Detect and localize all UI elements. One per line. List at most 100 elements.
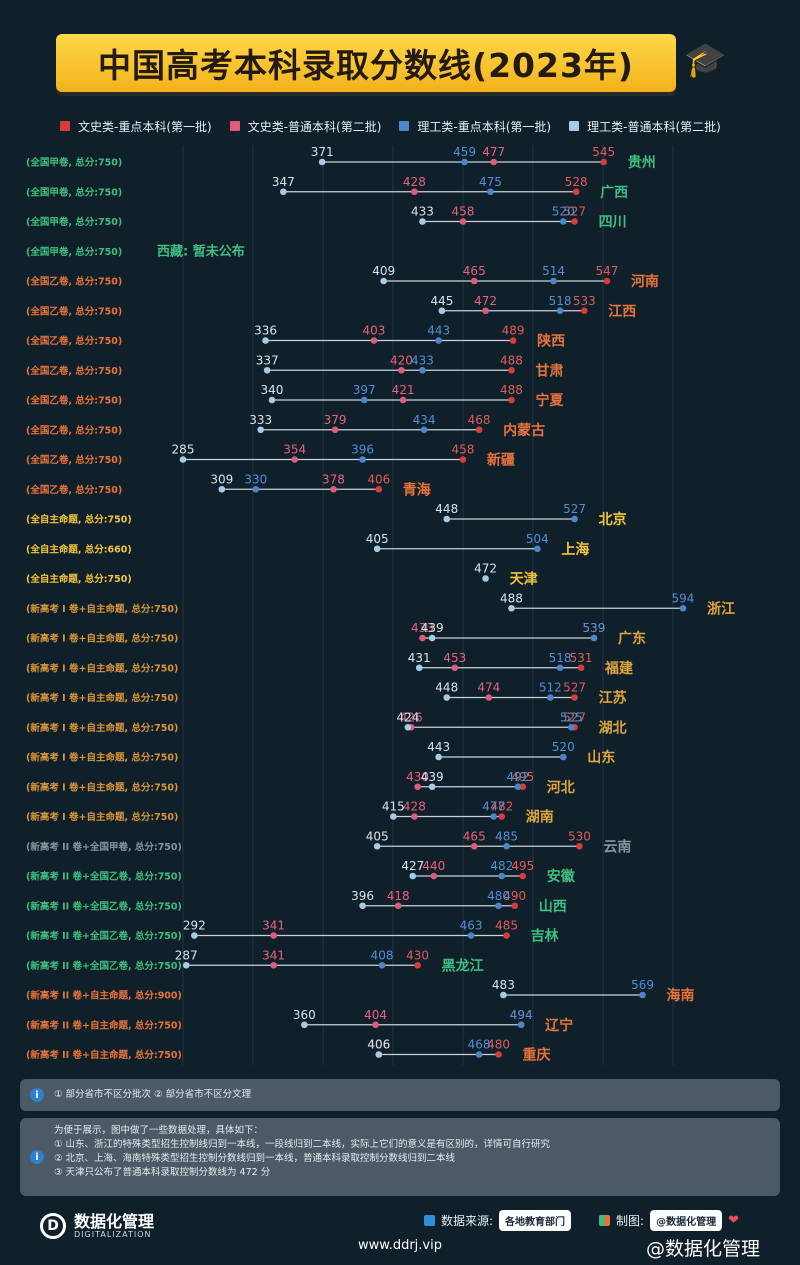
province-label: 上海 [561,541,589,558]
province-label: 新疆 [487,452,515,469]
province-label: 天津 [510,571,538,588]
value-label: 482 [490,800,513,814]
exam-type-label: (新高考 I 卷+自主命题, 总分:750) [26,692,178,704]
value-label: 443 [427,740,450,754]
chart-square-icon [599,1215,611,1226]
data-point [467,932,475,939]
data-point [519,783,527,791]
data-point [301,1021,308,1029]
legend: 文史类-重点本科(第一批) 文史类-普通本科(第二批) 理工类-重点本科(第一批) 理… [60,117,721,135]
value-label: 424 [396,710,419,724]
data-point [534,545,541,553]
province-label: 江西 [608,303,636,320]
data-point [503,932,510,939]
value-label: 569 [631,978,654,992]
exam-type-label: (全国乙卷, 总分:750) [26,395,122,407]
data-point [443,515,451,523]
data-point [330,485,337,493]
value-label: 433 [411,621,434,635]
value-label: 341 [262,948,285,962]
data-point [571,515,578,523]
value-label: 489 [502,324,525,338]
data-point [475,426,483,434]
province-label: 贵州 [628,154,656,171]
data-point [414,961,421,969]
data-point [268,396,276,404]
data-point [487,188,494,196]
province-label: 吉林 [531,928,559,945]
province-label: 辽宁 [545,1017,573,1034]
data-point [419,634,426,642]
value-label: 430 [406,948,429,962]
logo-mark-icon: D [40,1213,66,1239]
legend-item: 理工类-重点本科(第一批) [399,117,551,135]
data-point [331,426,339,434]
data-point [257,426,264,434]
data-point [414,783,421,791]
value-label: 512 [539,681,562,695]
exam-type-label: (新高考 I 卷+自主命题, 总分:750) [26,752,178,764]
data-point [461,158,468,166]
logo-en: DIGITALIZATION [74,1229,152,1239]
province-label: 青海 [403,481,431,498]
data-point [556,664,564,672]
data-point [577,664,585,672]
info-square-icon [424,1215,435,1226]
exam-type-label: (全自主命题, 总分:750) [26,514,132,526]
exam-type-label: (新高考 II 卷+全国乙卷, 总分:750) [26,900,182,912]
value-label: 292 [183,919,206,933]
exam-type-label: (全国甲卷, 总分:750) [26,216,122,228]
data-point [443,694,451,701]
exam-type-label: (全国乙卷, 总分:750) [26,484,122,496]
value-label: 458 [451,443,474,457]
data-point [547,694,554,701]
data-point [490,158,497,166]
data-point [373,545,381,553]
data-point [571,694,578,701]
value-label: 539 [583,621,606,635]
data-point [511,902,519,910]
value-label: 287 [175,948,198,962]
value-label: 406 [367,472,390,486]
data-point [182,961,190,969]
value-label: 475 [479,175,502,189]
exam-type-label: (全国乙卷, 总分:750) [26,335,122,347]
value-label: 406 [367,1038,390,1052]
province-label: 广西 [600,184,628,201]
data-point [291,456,298,463]
maker-value: @数据化管理 [650,1210,723,1231]
value-label: 433 [411,205,434,219]
value-label: 492 [506,770,529,784]
data-point [252,485,260,493]
data-point [375,1051,383,1058]
value-label: 396 [351,443,374,457]
value-label: 418 [387,889,410,903]
value-label: 458 [451,205,474,219]
data-point [409,872,417,880]
province-label: 湖北 [599,720,627,736]
value-label: 443 [427,324,450,338]
data-point [373,842,381,850]
value-label: 431 [408,651,431,665]
data-point [590,634,598,642]
source-label: 数据来源: [441,1214,494,1228]
province-label: 北京 [599,511,627,528]
province-label: 海南 [667,987,695,1004]
exam-type-label: (全国乙卷, 总分:750) [26,454,122,466]
data-point [419,366,426,374]
value-label: 354 [283,443,306,457]
data-point [485,694,493,701]
site-url[interactable]: www.ddrj.vip [358,1238,442,1253]
note-2-item-2: ② 北京、上海、海南特殊类型招生控制分数线归到一本线，普通本科录取控制分数线归到… [54,1153,456,1164]
province-label: 黑龙江 [442,957,484,974]
exam-type-label: (新高考 I 卷+自主命题, 总分:750) [26,722,178,734]
legend-label: 理工类-普通本科(第二批) [587,119,721,134]
value-label: 547 [595,264,618,278]
data-point [435,753,442,761]
graduation-cap-icon: 🎓 [684,40,727,80]
value-label: 465 [463,829,486,843]
value-label: 337 [256,353,279,367]
value-label: 340 [261,383,284,397]
exam-type-label: (新高考 II 卷+全国甲卷, 总分:750) [26,841,182,853]
data-point [559,218,567,225]
